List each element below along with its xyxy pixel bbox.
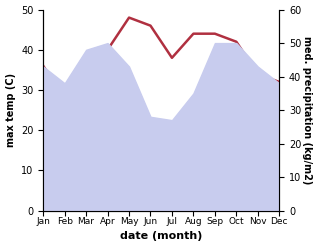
X-axis label: date (month): date (month)	[120, 231, 203, 242]
Y-axis label: max temp (C): max temp (C)	[5, 73, 16, 147]
Y-axis label: med. precipitation (kg/m2): med. precipitation (kg/m2)	[302, 36, 313, 184]
